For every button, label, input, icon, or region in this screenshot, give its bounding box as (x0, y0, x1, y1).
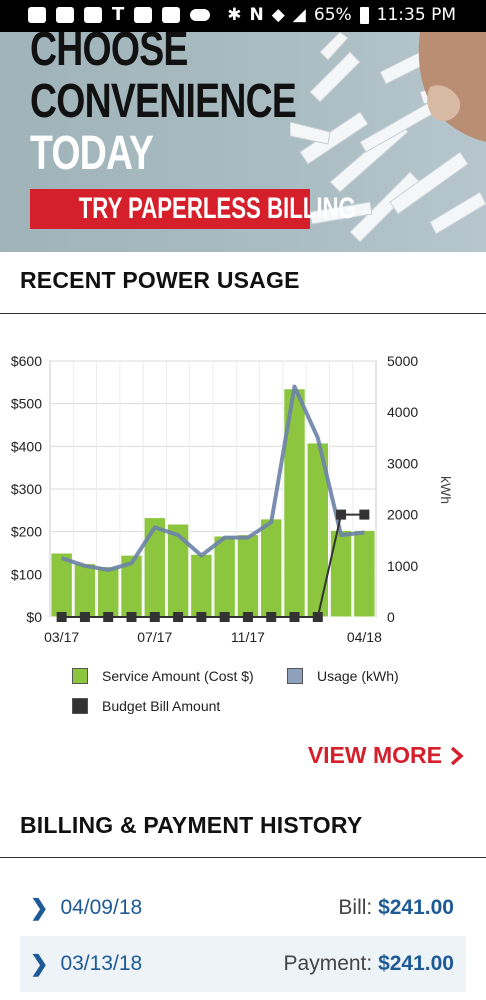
chart-x-tick: 11/17 (231, 629, 265, 645)
chart-budget-point (126, 612, 137, 622)
billing-row-amount-wrap: Payment: $241.00 (284, 952, 466, 976)
chart-bar (143, 517, 166, 618)
chart-x-tick: 07/17 (137, 629, 172, 645)
chart-budget-point (336, 509, 347, 520)
chart-y-right-tick: 3000 (387, 455, 418, 471)
legend-item-usage: Usage (kWh) (287, 668, 399, 684)
carrier-icon: T (112, 4, 125, 25)
chart-x-tick: 03/17 (44, 629, 79, 645)
billing-row-amount: $241.00 (378, 952, 454, 975)
clock: 11:35 PM (376, 5, 456, 25)
legend-item-budget: Budget Bill Amount (72, 698, 220, 714)
banner-headline-line3: TODAY (30, 127, 154, 180)
chart-budget-point (56, 612, 67, 622)
legend-swatch-green (72, 668, 88, 684)
chart-y-left-tick: $300 (11, 481, 42, 497)
battery-icon (359, 6, 369, 24)
chevron-right-icon (450, 746, 464, 765)
billing-row-amount: $241.00 (378, 896, 454, 919)
chart-budget-point (219, 612, 230, 622)
chevron-right-icon: ❯ (30, 951, 49, 976)
banner-headline-line1: CHOOSE (30, 32, 188, 76)
chart-y-right-tick: 4000 (387, 404, 418, 420)
chart-y-left-tick: $400 (11, 438, 42, 454)
chart-budget-point (359, 509, 370, 520)
legend-item-service-amount: Service Amount (Cost $) (72, 668, 254, 684)
message-icon (56, 7, 74, 23)
chart-budget-point (289, 612, 300, 622)
chart-y-left-tick: $100 (11, 566, 42, 582)
chart-y-left-tick: $500 (11, 396, 42, 412)
chart-budget-point (266, 612, 277, 622)
chart-usage-line (61, 384, 365, 572)
shredded-paper-image (290, 32, 486, 243)
recent-power-usage-title: RECENT POWER USAGE (20, 267, 300, 293)
billing-row-type: Payment: (283, 952, 373, 975)
promo-banner[interactable]: CHOOSE CONVENIENCE TODAY TRY PAPERLESS B… (0, 32, 486, 252)
battery-percent: 65% (313, 5, 352, 25)
signal-icon: ◢ (292, 5, 306, 25)
billing-row-date: 04/09/18 (60, 896, 143, 919)
wifi-icon: ◆ (271, 5, 285, 25)
chart-budget-point (312, 612, 323, 622)
chart-bar (73, 563, 97, 618)
chart-y-right-tick: 5000 (387, 353, 418, 369)
banner-headline-line2: CONVENIENCE (30, 75, 297, 128)
billing-history-title: BILLING & PAYMENT HISTORY (20, 812, 363, 838)
chart-bar (97, 566, 120, 618)
chart-bar (190, 553, 213, 618)
cloud-icon (190, 9, 211, 21)
voicemail-icon (84, 7, 102, 23)
chart-budget-point (196, 612, 207, 622)
chart-budget-point (173, 612, 184, 622)
chart-bar (353, 529, 376, 618)
section-divider (0, 857, 486, 858)
chart-bar (213, 535, 236, 618)
chart-budget-point (242, 612, 253, 622)
billing-row-date: 03/13/18 (60, 952, 143, 975)
chevron-right-icon: ❯ (30, 895, 49, 920)
legend-swatch-dark (72, 698, 88, 714)
chart-budget-point (149, 612, 160, 622)
image-icon (162, 7, 181, 23)
chart-x-tick: 04/18 (347, 629, 382, 645)
chat-icon (134, 7, 153, 23)
chart-y-right-tick: 1000 (387, 558, 418, 574)
nfc-icon: N (249, 5, 264, 25)
chart-y-right-tick: 0 (387, 609, 395, 625)
try-paperless-billing-label: TRY PAPERLESS BILLING (78, 192, 356, 225)
power-usage-chart: $0 $100 $200 $300 $400 $500 $600 0 1000 2000 3000 4… (11, 353, 454, 645)
chart-y-left-tick: $200 (11, 524, 42, 540)
try-paperless-billing-button[interactable]: TRY PAPERLESS BILLING (30, 189, 356, 229)
legend-label-usage: Usage (kWh) (317, 668, 399, 684)
chart-y-right-axis-label: kWh (438, 476, 454, 504)
chart-bar (260, 518, 283, 618)
legend-swatch-blue (287, 668, 303, 684)
bluetooth-icon: ✱ (227, 5, 242, 25)
chart-bar (166, 523, 190, 618)
section-divider (0, 313, 486, 314)
view-more-link[interactable]: VIEW MORE (308, 742, 464, 769)
chart-y-left-tick: $600 (11, 353, 42, 369)
billing-row-amount-wrap: Bill: $241.00 (338, 896, 466, 920)
chart-budget-point (79, 612, 90, 622)
chart-y-right-tick: 2000 (387, 507, 418, 523)
chart-budget-point (103, 612, 114, 622)
youtube-icon (28, 7, 46, 23)
legend-label-service-amount: Service Amount (Cost $) (102, 668, 254, 684)
billing-row[interactable]: ❯ 04/09/18 Bill: $241.00 (20, 883, 466, 933)
chart-y-left-tick: $0 (26, 609, 42, 625)
legend-label-budget: Budget Bill Amount (102, 698, 221, 714)
billing-row[interactable]: ❯ 03/13/18 Payment: $241.00 (20, 936, 466, 992)
chart-bar (236, 534, 260, 618)
billing-row-type: Bill: (338, 896, 373, 919)
view-more-label: VIEW MORE (307, 742, 442, 768)
status-bar: T ✱ N ◆ ◢ 65% 11:35 PM (0, 0, 486, 32)
